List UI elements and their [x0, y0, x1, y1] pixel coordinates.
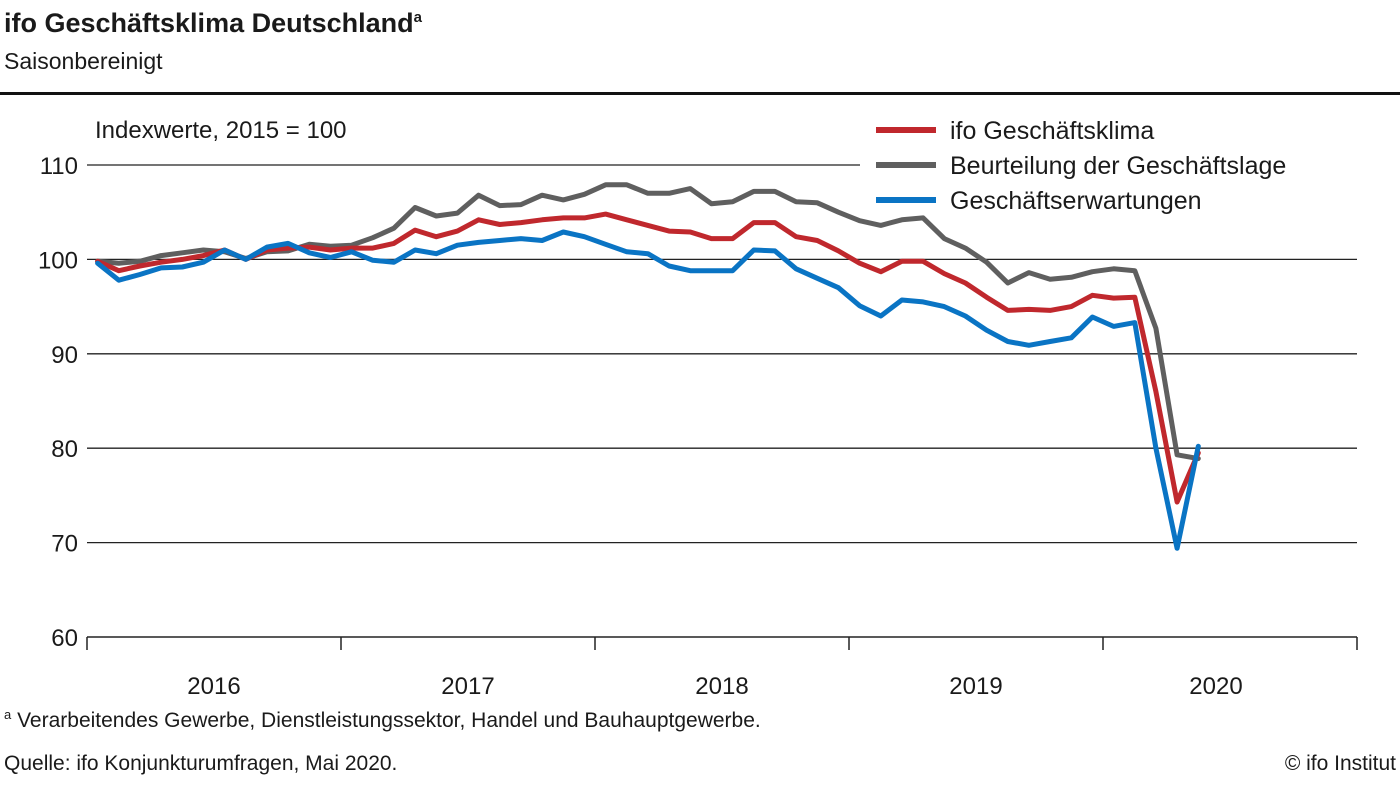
x-tick-label: 2018 [695, 673, 748, 700]
y-axis-label: Indexwerte, 2015 = 100 [95, 117, 347, 144]
chart-title-text: ifo Geschäftsklima Deutschland [4, 8, 414, 38]
x-tick-label: 2017 [441, 673, 494, 700]
footnote-text: Verarbeitendes Gewerbe, Dienstleistungss… [17, 709, 761, 732]
footnote: a Verarbeitendes Gewerbe, Dienstleistung… [4, 707, 761, 733]
copyright: © ifo Institut [1284, 752, 1396, 775]
x-tick-label: 2020 [1189, 673, 1242, 700]
axis-labels: 60 70 80 90 100 110 2016 2017 2018 2019 2020 Indexw… [38, 117, 1243, 700]
legend-label: ifo Geschäftsklima [950, 117, 1154, 145]
chart-title: ifo Geschäftsklima Deutschlanda [4, 8, 422, 39]
legend-label: Beurteilung der Geschäftslage [950, 152, 1286, 180]
gridlines [86, 164, 1358, 650]
x-tick-label: 2019 [949, 673, 1002, 700]
x-tick-label: 2016 [187, 673, 240, 700]
footnote-marker: a [4, 707, 12, 722]
y-tick-label: 100 [38, 247, 78, 274]
title-divider [0, 92, 1400, 95]
y-tick-label: 60 [51, 625, 78, 652]
series-line-0 [95, 211, 1201, 505]
series-lines [95, 182, 1201, 551]
chart-subtitle: Saisonbereinigt [4, 48, 163, 74]
y-tick-label: 70 [51, 531, 78, 558]
y-tick-label: 110 [40, 153, 78, 180]
series-line-2 [95, 229, 1201, 551]
y-tick-label: 90 [51, 342, 78, 369]
legend: ifo Geschäftsklima Beurteilung der Geschä… [876, 117, 1286, 215]
title-footnote-marker: a [413, 9, 422, 26]
y-tick-label: 80 [51, 436, 78, 463]
legend-label: Geschäftserwartungen [950, 187, 1202, 215]
source-note: Quelle: ifo Konjunkturumfragen, Mai 2020… [4, 752, 398, 775]
